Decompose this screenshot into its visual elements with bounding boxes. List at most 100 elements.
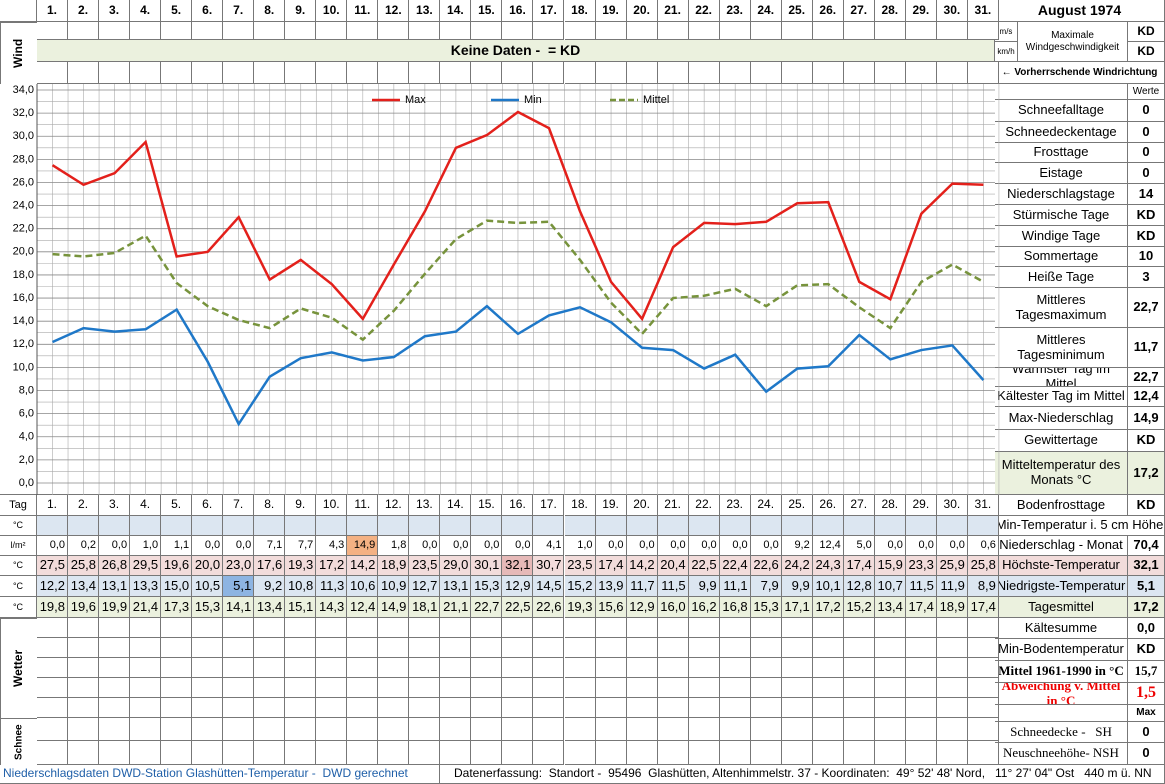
wind-cell <box>967 22 999 40</box>
table-cell <box>285 516 317 536</box>
table-cell <box>223 516 255 536</box>
table-cell <box>192 718 224 741</box>
table-cell <box>130 638 162 658</box>
table-cell <box>843 658 875 678</box>
table-cell <box>874 718 906 741</box>
table-cell <box>719 638 751 658</box>
table-value: 4,3 <box>316 536 348 556</box>
blank <box>995 705 1128 722</box>
day-number: 27. <box>843 495 875 516</box>
table-cell <box>440 678 472 698</box>
table-cell <box>409 638 441 658</box>
table-cell <box>781 638 813 658</box>
table-cell <box>533 516 565 536</box>
table-cell <box>316 678 348 698</box>
table-cell <box>967 638 999 658</box>
wind-cell <box>254 22 286 40</box>
table-value: 0,0 <box>440 536 472 556</box>
wind-cell <box>595 22 627 40</box>
table-cell <box>130 698 162 718</box>
day-header: 29. <box>905 0 937 22</box>
table-cell <box>254 516 286 536</box>
footer-right: Datenerfassung: Standort - 95496 Glashüt… <box>440 765 1165 784</box>
table-cell <box>37 658 69 678</box>
table-cell <box>192 678 224 698</box>
wind-cell <box>130 62 162 84</box>
table-cell <box>595 718 627 741</box>
table-cell <box>378 741 410 765</box>
table-cell <box>533 678 565 698</box>
wind-cell <box>595 62 627 84</box>
table-cell <box>719 698 751 718</box>
day-header: 5. <box>161 0 193 22</box>
table-cell <box>471 516 503 536</box>
table-value: 21,1 <box>440 597 472 618</box>
stat-value: Max <box>1128 705 1165 722</box>
table-cell <box>192 658 224 678</box>
table-cell <box>192 638 224 658</box>
table-cell <box>657 618 689 638</box>
wind-cell <box>750 62 782 84</box>
table-value: 1,0 <box>564 536 596 556</box>
table-cell <box>657 638 689 658</box>
table-cell <box>347 516 379 536</box>
table-cell <box>99 718 131 741</box>
table-cell <box>688 638 720 658</box>
wind-cell <box>936 22 968 40</box>
table-cell <box>812 618 844 638</box>
table-cell <box>564 718 596 741</box>
table-cell <box>502 678 534 698</box>
table-cell <box>409 698 441 718</box>
day-number: 7. <box>223 495 255 516</box>
table-cell <box>626 658 658 678</box>
day-number: 15. <box>471 495 503 516</box>
day-number: 9. <box>285 495 317 516</box>
table-cell <box>812 678 844 698</box>
table-cell <box>192 618 224 638</box>
wind-cell <box>502 22 534 40</box>
table-cell <box>657 698 689 718</box>
table-cell <box>688 741 720 765</box>
table-value: 17,4 <box>905 597 937 618</box>
stat-value: 22,7 <box>1128 288 1165 328</box>
table-value: 15,9 <box>874 556 906 576</box>
table-cell <box>37 718 69 741</box>
table-value: 23,3 <box>905 556 937 576</box>
table-cell <box>161 698 193 718</box>
table-value: 16,8 <box>719 597 751 618</box>
stat-value: 22,7 <box>1128 368 1165 387</box>
table-cell <box>378 516 410 536</box>
table-cell <box>130 718 162 741</box>
table-value: 17,1 <box>781 597 813 618</box>
table-cell <box>254 718 286 741</box>
table-cell <box>905 638 937 658</box>
wind-cell <box>843 62 875 84</box>
stat-value: 70,4 <box>1128 536 1165 556</box>
table-cell <box>130 658 162 678</box>
table-value: 20,0 <box>192 556 224 576</box>
table-cell <box>161 678 193 698</box>
wind-cell <box>99 62 131 84</box>
stat-value: 12,4 <box>1128 387 1165 407</box>
table-cell <box>812 516 844 536</box>
table-value: 22,4 <box>719 556 751 576</box>
table-value: 15,2 <box>564 576 596 597</box>
day-header: 3. <box>99 0 131 22</box>
table-cell <box>440 618 472 638</box>
table-cell <box>130 741 162 765</box>
table-cell <box>68 741 100 765</box>
table-value: 13,4 <box>254 597 286 618</box>
table-cell <box>316 718 348 741</box>
wind-cell <box>223 62 255 84</box>
table-value: 19,3 <box>285 556 317 576</box>
day-header: 9. <box>285 0 317 22</box>
table-cell <box>502 658 534 678</box>
day-number: 8. <box>254 495 286 516</box>
table-cell <box>626 618 658 638</box>
table-value: 15,3 <box>192 597 224 618</box>
table-value: 0,0 <box>874 536 906 556</box>
table-cell <box>99 741 131 765</box>
table-value: 14,5 <box>533 576 565 597</box>
table-cell <box>440 741 472 765</box>
table-cell <box>254 658 286 678</box>
